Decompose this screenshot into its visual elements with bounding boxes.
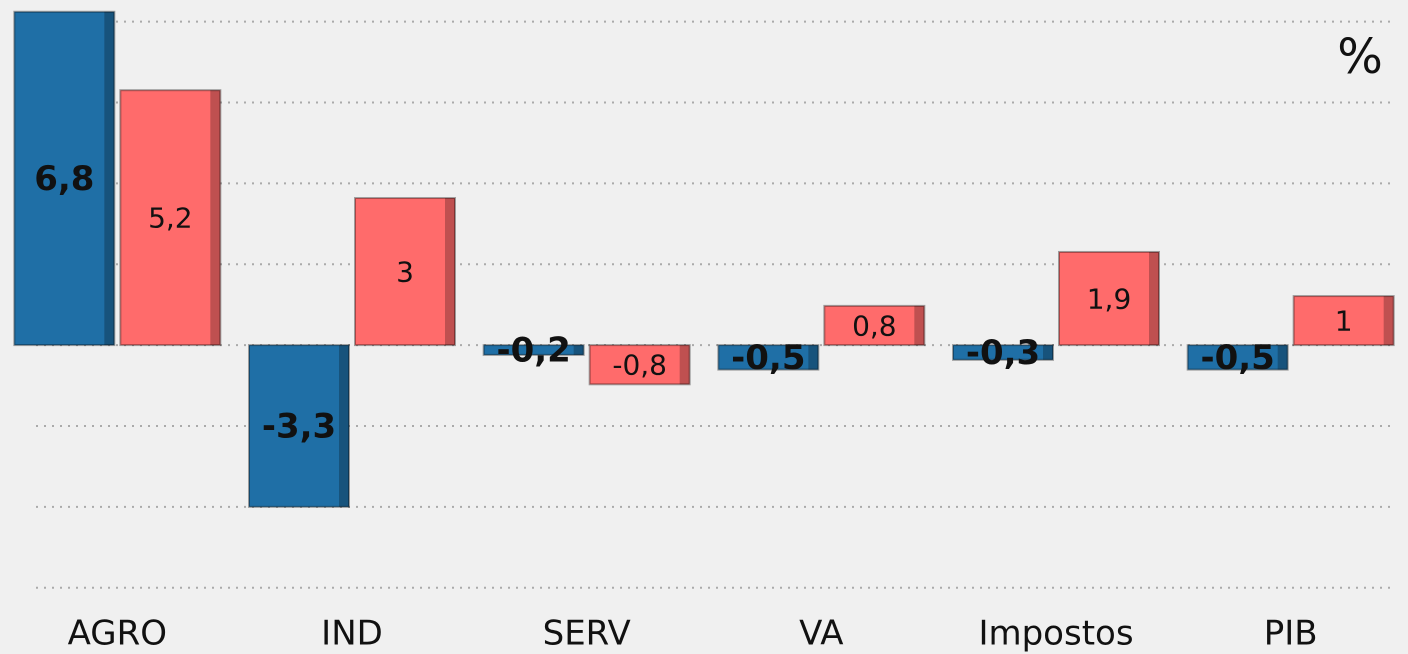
data-label: -0,8 [612, 349, 667, 382]
data-label: -0,5 [1200, 338, 1274, 378]
data-label: 5,2 [148, 202, 193, 235]
bar [717, 344, 820, 371]
bar [823, 304, 926, 347]
bar [1292, 295, 1395, 347]
x-tick-label: IND [321, 614, 383, 654]
data-label: -3,3 [262, 406, 336, 446]
data-label: 1,9 [1087, 283, 1132, 316]
data-label: -0,3 [966, 333, 1040, 373]
bar [13, 10, 116, 347]
bar-shade [679, 345, 690, 385]
bar [952, 344, 1054, 361]
bar-shade [914, 305, 925, 346]
data-label: -0,5 [731, 338, 805, 378]
bar [1058, 250, 1160, 347]
x-tick-label: AGRO [68, 614, 167, 654]
bar-shade [445, 198, 455, 346]
bar-shade [573, 345, 584, 355]
data-label: 0,8 [852, 309, 897, 342]
bar-shade [808, 345, 819, 370]
x-tick-label: PIB [1264, 614, 1318, 654]
bar [248, 344, 350, 508]
x-tick-label: VA [799, 614, 843, 654]
bar-shade [339, 345, 349, 507]
x-tick-label: SERV [543, 614, 631, 654]
data-label: 6,8 [34, 159, 94, 199]
bar-shade [104, 11, 115, 346]
bar [354, 197, 456, 347]
data-label: 1 [1335, 305, 1353, 338]
bar-shade [1277, 345, 1288, 370]
bar-shade [1383, 296, 1394, 346]
data-label: -0,2 [496, 331, 570, 371]
x-tick-label: Impostos [978, 614, 1133, 654]
unit-annotation: % [1337, 29, 1383, 85]
bar [1186, 344, 1289, 371]
bar-shade [1043, 345, 1053, 360]
bar [482, 344, 585, 356]
bar [588, 344, 691, 386]
bar-shade [1149, 251, 1159, 346]
bar [119, 89, 222, 347]
data-label: 3 [396, 256, 414, 289]
bar-shade [210, 90, 221, 346]
